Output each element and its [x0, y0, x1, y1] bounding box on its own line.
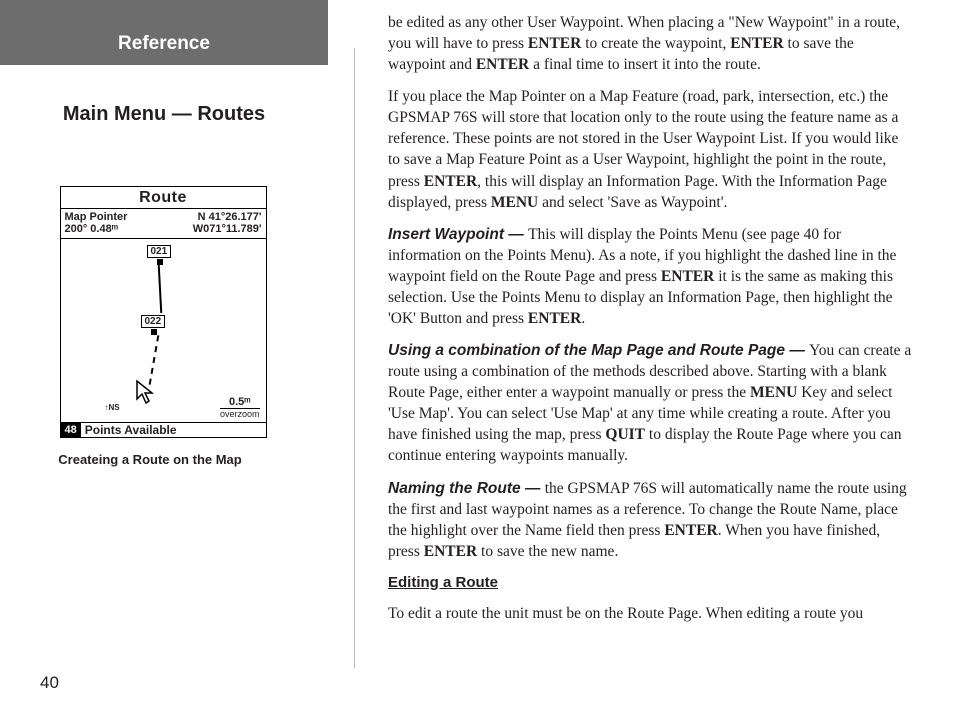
route-dashed [148, 335, 159, 385]
body-text: be edited as any other User Waypoint. Wh… [388, 12, 914, 635]
lon: W071°11.789' [193, 223, 262, 235]
waypoint-flag-icon [151, 329, 157, 335]
gps-info-bar: Map Pointer 200° 0.48ᵐ N 41°26.177' W071… [61, 209, 266, 239]
gps-screenshot: Route Map Pointer 200° 0.48ᵐ N 41°26.177… [60, 186, 267, 438]
reference-banner: Reference [0, 0, 328, 65]
paragraph: be edited as any other User Waypoint. Wh… [388, 12, 914, 75]
scale-value: 0.5ᵐ [220, 396, 260, 409]
waypoint-022: 022 [141, 315, 166, 328]
sidebar: Reference Main Menu — Routes Route Map P… [0, 0, 354, 716]
bearing-distance: 200° 0.48ᵐ [65, 223, 128, 235]
gps-footer: 48 Points Available [61, 422, 266, 437]
points-count: 48 [61, 423, 81, 437]
gps-map-area: 021 022 ↑NS 0.5ᵐ overzoom [61, 239, 266, 422]
map-route-combo-lede: Using a combination of the Map Page and … [388, 342, 809, 359]
paragraph: Naming the Route — the GPSMAP 76S will a… [388, 478, 914, 562]
gps-title: Route [61, 187, 266, 209]
paragraph: To edit a route the unit must be on the … [388, 603, 914, 624]
compass-direction: ↑NS [105, 403, 120, 412]
naming-route-lede: Naming the Route — [388, 480, 545, 497]
paragraph: If you place the Map Pointer on a Map Fe… [388, 86, 914, 212]
sidebar-heading: Main Menu — Routes [0, 103, 328, 126]
lat: N 41°26.177' [193, 211, 262, 223]
map-pointer-label: Map Pointer [65, 211, 128, 223]
cursor-icon [135, 379, 157, 411]
figure-caption: Createing a Route on the Map [0, 452, 314, 467]
editing-route-subhead: Editing a Route [388, 573, 914, 593]
paragraph: Using a combination of the Map Page and … [388, 340, 914, 466]
overzoom-label: overzoom [220, 409, 260, 419]
scale-indicator: 0.5ᵐ overzoom [220, 396, 260, 419]
insert-waypoint-lede: Insert Waypoint — [388, 226, 528, 243]
points-available-label: Points Available [85, 423, 177, 437]
paragraph: Insert Waypoint — This will display the … [388, 224, 914, 329]
waypoint-021: 021 [147, 245, 172, 258]
route-segment [157, 265, 162, 313]
column-divider [354, 48, 355, 668]
page-number: 40 [40, 673, 59, 693]
